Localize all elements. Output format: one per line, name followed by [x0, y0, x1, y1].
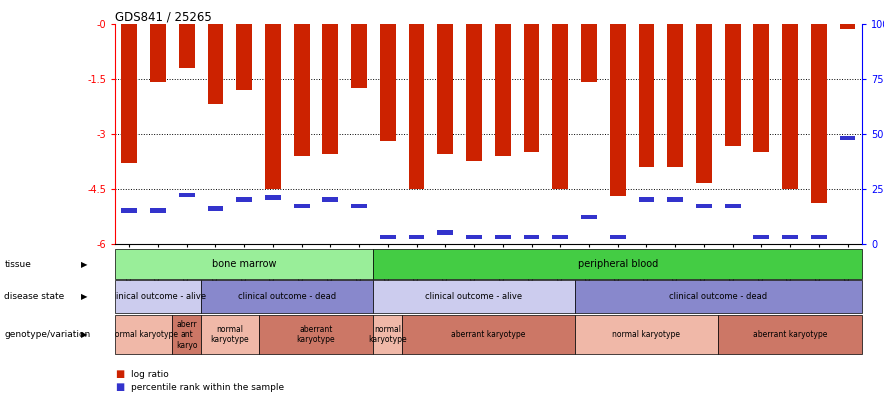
Bar — [374, 249, 862, 279]
Text: ■: ■ — [115, 382, 124, 392]
Bar — [782, 235, 798, 239]
Bar — [351, 24, 367, 88]
Bar — [208, 206, 224, 211]
Bar — [495, 24, 511, 156]
Bar — [523, 24, 539, 152]
Text: aberrant karyotype: aberrant karyotype — [451, 330, 526, 339]
Bar — [552, 235, 568, 239]
Bar — [115, 249, 374, 279]
Bar — [575, 280, 862, 313]
Bar — [466, 235, 482, 239]
Bar — [725, 204, 741, 208]
Bar — [150, 208, 166, 213]
Bar — [351, 204, 367, 208]
Bar — [115, 280, 202, 313]
Bar — [667, 24, 683, 167]
Bar — [438, 230, 453, 235]
Bar — [236, 24, 252, 89]
Bar — [638, 197, 654, 202]
Bar — [179, 24, 194, 68]
Bar — [811, 24, 827, 203]
Bar — [552, 24, 568, 188]
Text: clinical outcome - alive: clinical outcome - alive — [425, 292, 522, 301]
Bar — [581, 24, 597, 82]
Bar — [323, 24, 339, 154]
Bar — [753, 24, 769, 152]
Text: log ratio: log ratio — [131, 370, 169, 379]
Text: GDS841 / 25265: GDS841 / 25265 — [115, 11, 211, 24]
Bar — [696, 24, 712, 183]
Text: normal
karyotype: normal karyotype — [210, 325, 249, 344]
Text: ▶: ▶ — [81, 330, 88, 339]
Text: normal
karyotype: normal karyotype — [369, 325, 408, 344]
Bar — [581, 215, 597, 219]
Bar — [667, 197, 683, 202]
Text: disease state: disease state — [4, 292, 65, 301]
Text: ■: ■ — [115, 369, 124, 379]
Text: bone marrow: bone marrow — [212, 259, 277, 269]
Bar — [259, 315, 374, 354]
Bar — [610, 24, 626, 196]
Bar — [202, 315, 259, 354]
Text: genotype/variation: genotype/variation — [4, 330, 91, 339]
Text: ▶: ▶ — [81, 292, 88, 301]
Bar — [840, 136, 856, 140]
Bar — [811, 235, 827, 239]
Bar — [115, 315, 172, 354]
Bar — [380, 24, 396, 141]
Bar — [782, 24, 798, 188]
Bar — [840, 24, 856, 29]
Bar — [696, 204, 712, 208]
Bar — [408, 235, 424, 239]
Bar — [610, 235, 626, 239]
Text: peripheral blood: peripheral blood — [577, 259, 658, 269]
Text: clinical outcome - dead: clinical outcome - dead — [669, 292, 767, 301]
Bar — [438, 24, 453, 154]
Text: aberrant karyotype: aberrant karyotype — [753, 330, 827, 339]
Bar — [121, 24, 137, 163]
Bar — [638, 24, 654, 167]
Text: percentile rank within the sample: percentile rank within the sample — [131, 383, 284, 392]
Bar — [380, 235, 396, 239]
Text: aberr
ant
karyo: aberr ant karyo — [176, 320, 197, 350]
Bar — [466, 24, 482, 161]
Bar — [523, 235, 539, 239]
Bar — [753, 235, 769, 239]
Text: tissue: tissue — [4, 260, 31, 269]
Bar — [293, 24, 309, 156]
Bar — [374, 280, 575, 313]
Bar — [172, 315, 202, 354]
Text: clinical outcome - dead: clinical outcome - dead — [238, 292, 337, 301]
Bar — [575, 315, 719, 354]
Bar — [402, 315, 575, 354]
Bar — [179, 193, 194, 197]
Text: ▶: ▶ — [81, 260, 88, 269]
Bar — [374, 315, 402, 354]
Bar — [323, 197, 339, 202]
Bar — [408, 24, 424, 188]
Bar — [265, 24, 281, 188]
Text: clinical outcome - alive: clinical outcome - alive — [110, 292, 207, 301]
Bar — [719, 315, 862, 354]
Text: aberrant
karyotype: aberrant karyotype — [297, 325, 335, 344]
Bar — [725, 24, 741, 147]
Bar — [265, 195, 281, 200]
Bar — [202, 280, 374, 313]
Bar — [293, 204, 309, 208]
Bar — [150, 24, 166, 82]
Text: normal karyotype: normal karyotype — [110, 330, 178, 339]
Bar — [208, 24, 224, 104]
Text: normal karyotype: normal karyotype — [613, 330, 681, 339]
Bar — [495, 235, 511, 239]
Bar — [236, 197, 252, 202]
Bar — [121, 208, 137, 213]
